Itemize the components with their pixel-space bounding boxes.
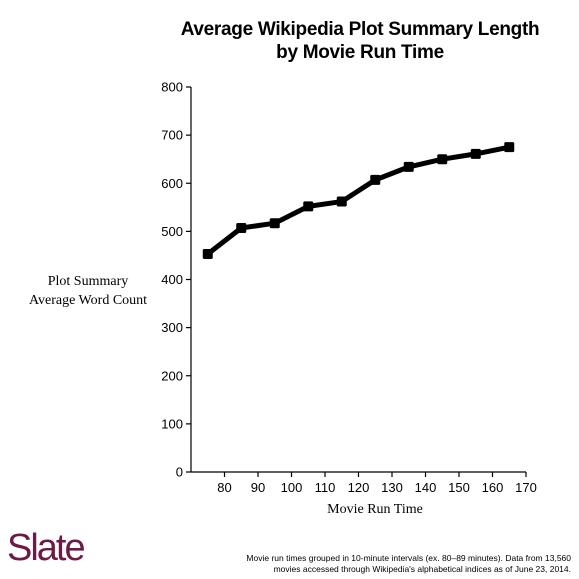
x-tick-label: 80 [217,480,231,495]
y-tick-label: 100 [161,416,183,431]
y-tick-label: 200 [161,368,183,383]
x-tick-label: 170 [515,480,537,495]
y-tick-label: 0 [176,465,183,480]
source-note: Movie run times grouped in 10-minute int… [171,553,571,575]
data-point [202,248,213,259]
y-tick-label: 600 [161,176,183,191]
source-note-line-2: movies accessed through Wikipedia's alph… [273,564,571,574]
x-tick-label: 90 [251,480,265,495]
x-axis-label: Movie Run Time [327,502,423,517]
data-point [504,142,515,153]
data-point [336,196,347,207]
y-axis-label-line-1: Plot Summary [47,274,129,289]
x-tick-label: 150 [448,480,470,495]
x-tick-label: 100 [281,480,303,495]
data-point [236,223,247,234]
slate-logo: Slate [7,527,86,569]
y-tick-label: 500 [161,224,183,239]
x-tick-label: 140 [415,480,437,495]
chart-title-line-2: by Movie Run Time [276,42,444,63]
source-note-line-1: Movie run times grouped in 10-minute int… [246,553,571,563]
data-point [370,174,381,185]
data-point [403,161,414,172]
chart-title-line-1: Average Wikipedia Plot Summary Length [180,19,540,40]
y-axis-label: Plot Summary Average Word Count [0,272,176,310]
data-point [303,201,314,212]
y-axis-label-line-2: Average Word Count [28,293,148,308]
y-tick-label: 400 [161,272,183,287]
series-line [205,144,512,257]
data-point [437,154,448,165]
x-tick-label: 110 [315,480,336,495]
x-tick-label: 120 [348,480,370,495]
x-tick-label: 130 [381,480,403,495]
y-tick-label: 700 [161,128,183,143]
y-tick-label: 300 [161,320,183,335]
data-point [470,148,481,159]
y-tick-label: 800 [161,80,183,95]
data-point [269,218,280,229]
x-tick-label: 160 [482,480,504,495]
chart-title: Average Wikipedia Plot Summary Length by… [140,18,579,64]
